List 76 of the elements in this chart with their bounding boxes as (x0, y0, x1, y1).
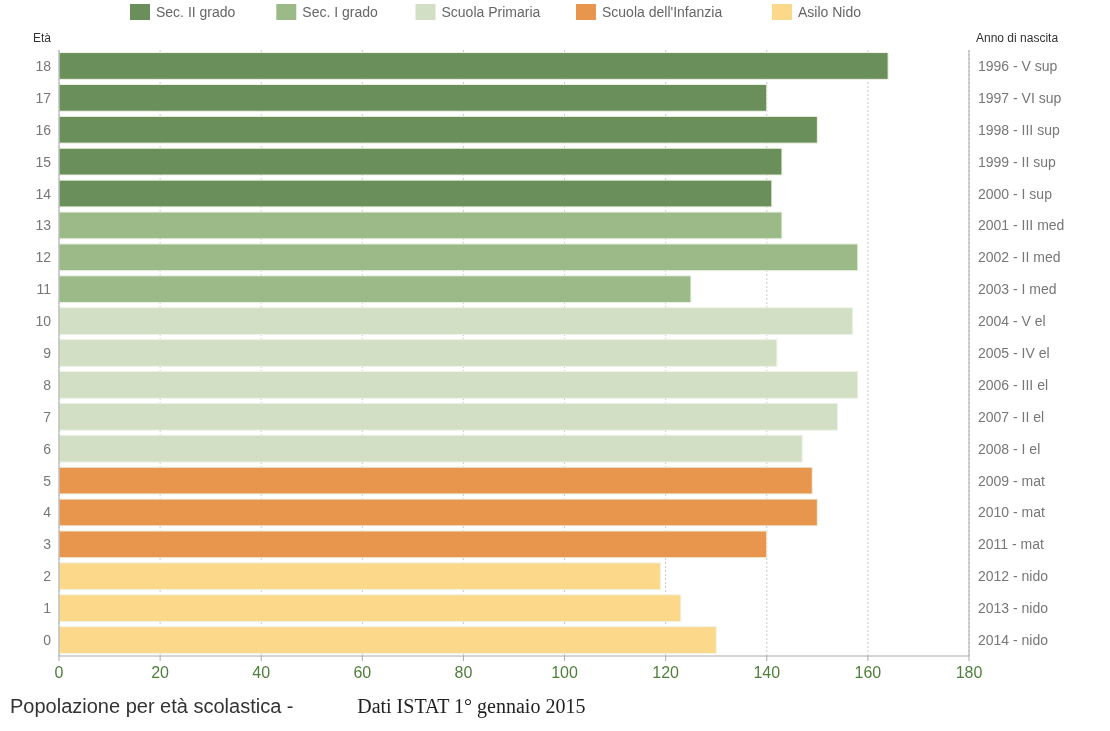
y-tick-label: 2 (43, 568, 52, 585)
y-tick-label: 8 (43, 376, 52, 393)
bar (58, 211, 783, 240)
y2-tick-label: 2002 - II med (978, 249, 1061, 266)
bar (58, 466, 813, 495)
y2-axis-title: Anno di nascita (976, 31, 1059, 45)
y2-tick-label: 2011 - mat (978, 536, 1044, 553)
bar (58, 434, 803, 463)
y2-tick-label: 2006 - III el (978, 376, 1049, 393)
bar (58, 52, 889, 80)
y-tick-label: 14 (35, 185, 52, 202)
bar (58, 83, 768, 112)
legend-label: Sec. II grado (156, 4, 236, 20)
y-tick-label: 4 (43, 504, 52, 521)
bar (58, 339, 778, 367)
bar (58, 115, 818, 144)
bar (58, 371, 859, 399)
bar (58, 275, 692, 304)
y-tick-label: 0 (43, 632, 52, 649)
bar (58, 594, 682, 623)
bar (58, 626, 717, 654)
y2-tick-label: 2007 - II el (978, 408, 1045, 425)
y2-tick-label: 2001 - III med (978, 217, 1065, 234)
y2-tick-label: 2004 - V el (978, 313, 1046, 330)
x-tick-label: 0 (54, 664, 64, 681)
y2-tick-label: 2014 - nido (978, 632, 1049, 649)
x-tick-label: 60 (353, 664, 372, 681)
y2-tick-label: 1998 - III sup (978, 121, 1060, 138)
y2-tick-label: 2009 - mat (978, 472, 1046, 489)
y2-tick-label: 2012 - nido (978, 568, 1049, 585)
y-tick-label: 11 (36, 281, 52, 298)
bar (58, 179, 773, 208)
y-tick-label: 3 (43, 536, 52, 553)
bar (58, 530, 768, 559)
y2-tick-label: 2005 - IV el (978, 345, 1050, 361)
y-tick-label: 17 (35, 89, 52, 106)
y2-tick-label: 1997 - VI sup (978, 89, 1062, 106)
legend-label: Scuola Primaria (441, 4, 541, 20)
y2-tick-label: 1996 - V sup (978, 57, 1058, 74)
bar (58, 147, 783, 176)
y-tick-label: 13 (35, 217, 52, 234)
bar (58, 562, 662, 591)
y-tick-label: 5 (43, 472, 52, 489)
x-tick-label: 120 (652, 664, 680, 681)
y2-tick-label: 2010 - mat (978, 504, 1046, 521)
legend-label: Sec. I grado (302, 4, 378, 20)
y-tick-label: 16 (35, 121, 52, 138)
y2-tick-label: 2013 - nido (978, 600, 1049, 617)
legend-label: Scuola dell'Infanzia (602, 4, 723, 20)
x-tick-label: 80 (454, 664, 473, 681)
bar (58, 402, 839, 431)
x-tick-label: 20 (151, 664, 170, 681)
text: Popolazione per età scolastica - (10, 695, 294, 717)
x-tick-label: 40 (252, 664, 271, 681)
x-tick-label: 160 (854, 664, 882, 681)
y-tick-label: 7 (43, 408, 52, 425)
y2-tick-label: 2000 - I sup (978, 185, 1053, 202)
y-axis-title: Età (33, 31, 52, 45)
x-tick-label: 180 (955, 664, 983, 681)
y-tick-label: 18 (35, 57, 52, 74)
text: Dati ISTAT 1° gennaio 2015 (357, 695, 586, 718)
y2-tick-label: 1999 - II sup (978, 153, 1057, 170)
x-tick-label: 140 (753, 664, 781, 681)
bar (58, 498, 818, 527)
y2-tick-label: 2008 - I el (978, 440, 1041, 457)
y-tick-label: 1 (43, 600, 52, 617)
y-tick-label: 9 (43, 345, 52, 361)
y-tick-label: 10 (35, 313, 52, 330)
bar (58, 243, 859, 272)
y-tick-label: 6 (43, 440, 52, 457)
y-tick-label: 12 (35, 249, 52, 266)
x-tick-label: 100 (551, 664, 578, 681)
bar (58, 307, 854, 335)
y2-tick-label: 2003 - I med (978, 281, 1057, 298)
y-tick-label: 15 (35, 153, 52, 170)
legend-label: Asilo Nido (798, 4, 862, 20)
